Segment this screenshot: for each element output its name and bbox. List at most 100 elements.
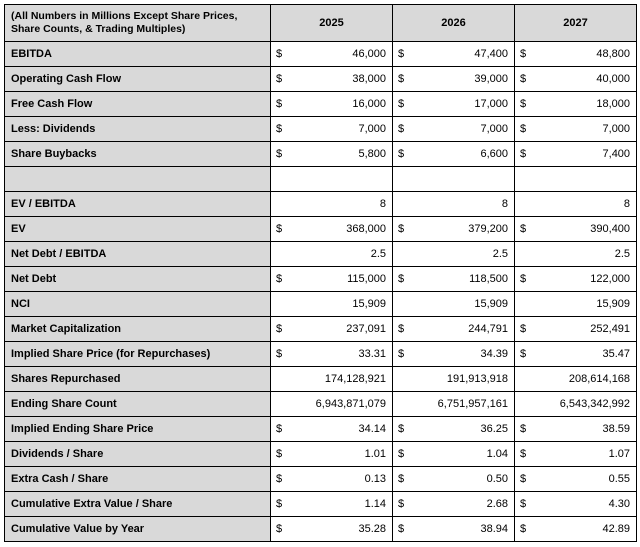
cell-value: 6,543,342,992 bbox=[531, 392, 637, 417]
currency-symbol: $ bbox=[271, 92, 287, 117]
cell-value: 4.30 bbox=[531, 492, 637, 517]
cell-value: 33.31 bbox=[287, 342, 393, 367]
cell-value: 35.28 bbox=[287, 517, 393, 542]
cell-value bbox=[409, 167, 515, 192]
currency-symbol: $ bbox=[515, 492, 531, 517]
currency-symbol: $ bbox=[515, 317, 531, 342]
cell-value: 191,913,918 bbox=[409, 367, 515, 392]
cell-value: 1.04 bbox=[409, 442, 515, 467]
currency-symbol bbox=[271, 167, 287, 192]
currency-symbol bbox=[271, 192, 287, 217]
row-label: NCI bbox=[5, 292, 271, 317]
cell-value: 8 bbox=[409, 192, 515, 217]
cell-value: 118,500 bbox=[409, 267, 515, 292]
cell-value: 17,000 bbox=[409, 92, 515, 117]
row-label: EBITDA bbox=[5, 42, 271, 67]
cell-value: 1.14 bbox=[287, 492, 393, 517]
currency-symbol bbox=[271, 392, 287, 417]
currency-symbol: $ bbox=[515, 67, 531, 92]
currency-symbol: $ bbox=[271, 217, 287, 242]
currency-symbol: $ bbox=[393, 517, 409, 542]
cell-value: 15,909 bbox=[409, 292, 515, 317]
currency-symbol: $ bbox=[393, 342, 409, 367]
currency-symbol: $ bbox=[515, 442, 531, 467]
table-row: Net Debt$115,000$118,500$122,000 bbox=[5, 267, 637, 292]
table-row: EV$368,000$379,200$390,400 bbox=[5, 217, 637, 242]
table-row: Implied Share Price (for Repurchases)$33… bbox=[5, 342, 637, 367]
currency-symbol: $ bbox=[271, 317, 287, 342]
cell-value: 7,000 bbox=[409, 117, 515, 142]
currency-symbol: $ bbox=[271, 342, 287, 367]
cell-value: 34.39 bbox=[409, 342, 515, 367]
cell-value: 208,614,168 bbox=[531, 367, 637, 392]
currency-symbol: $ bbox=[393, 317, 409, 342]
cell-value: 122,000 bbox=[531, 267, 637, 292]
currency-symbol: $ bbox=[393, 467, 409, 492]
currency-symbol: $ bbox=[393, 267, 409, 292]
header-label: (All Numbers in Millions Except Share Pr… bbox=[5, 5, 271, 42]
cell-value: 36.25 bbox=[409, 417, 515, 442]
table-body: EBITDA$46,000$47,400$48,800Operating Cas… bbox=[5, 42, 637, 542]
row-label: Implied Ending Share Price bbox=[5, 417, 271, 442]
cell-value: 40,000 bbox=[531, 67, 637, 92]
table-row: Dividends / Share$1.01$1.04$1.07 bbox=[5, 442, 637, 467]
row-label: Operating Cash Flow bbox=[5, 67, 271, 92]
cell-value: 390,400 bbox=[531, 217, 637, 242]
currency-symbol bbox=[393, 192, 409, 217]
cell-value: 7,400 bbox=[531, 142, 637, 167]
currency-symbol: $ bbox=[515, 42, 531, 67]
cell-value: 0.50 bbox=[409, 467, 515, 492]
currency-symbol: $ bbox=[515, 92, 531, 117]
cell-value: 115,000 bbox=[287, 267, 393, 292]
cell-value: 252,491 bbox=[531, 317, 637, 342]
cell-value: 15,909 bbox=[531, 292, 637, 317]
currency-symbol: $ bbox=[271, 467, 287, 492]
currency-symbol bbox=[515, 392, 531, 417]
table-row: Cumulative Value by Year$35.28$38.94$42.… bbox=[5, 517, 637, 542]
row-label: Less: Dividends bbox=[5, 117, 271, 142]
cell-value: 2.68 bbox=[409, 492, 515, 517]
cell-value: 35.47 bbox=[531, 342, 637, 367]
currency-symbol bbox=[271, 367, 287, 392]
cell-value: 16,000 bbox=[287, 92, 393, 117]
currency-symbol: $ bbox=[393, 92, 409, 117]
table-row: Cumulative Extra Value / Share$1.14$2.68… bbox=[5, 492, 637, 517]
cell-value: 48,800 bbox=[531, 42, 637, 67]
currency-symbol: $ bbox=[515, 417, 531, 442]
row-label: Net Debt bbox=[5, 267, 271, 292]
cell-value: 2.5 bbox=[409, 242, 515, 267]
currency-symbol: $ bbox=[515, 342, 531, 367]
cell-value: 1.07 bbox=[531, 442, 637, 467]
currency-symbol: $ bbox=[393, 217, 409, 242]
row-label: Net Debt / EBITDA bbox=[5, 242, 271, 267]
cell-value: 1.01 bbox=[287, 442, 393, 467]
row-label: EV bbox=[5, 217, 271, 242]
table-row bbox=[5, 167, 637, 192]
currency-symbol: $ bbox=[271, 517, 287, 542]
cell-value: 6,751,957,161 bbox=[409, 392, 515, 417]
currency-symbol: $ bbox=[271, 117, 287, 142]
currency-symbol bbox=[515, 367, 531, 392]
currency-symbol bbox=[271, 242, 287, 267]
currency-symbol bbox=[393, 167, 409, 192]
cell-value: 379,200 bbox=[409, 217, 515, 242]
row-label: Extra Cash / Share bbox=[5, 467, 271, 492]
currency-symbol: $ bbox=[271, 67, 287, 92]
row-label: EV / EBITDA bbox=[5, 192, 271, 217]
table-row: NCI15,90915,90915,909 bbox=[5, 292, 637, 317]
cell-value: 46,000 bbox=[287, 42, 393, 67]
cell-value bbox=[531, 167, 637, 192]
currency-symbol: $ bbox=[271, 417, 287, 442]
cell-value: 237,091 bbox=[287, 317, 393, 342]
row-label: Cumulative Extra Value / Share bbox=[5, 492, 271, 517]
cell-value: 7,000 bbox=[531, 117, 637, 142]
cell-value: 47,400 bbox=[409, 42, 515, 67]
cell-value: 6,600 bbox=[409, 142, 515, 167]
cell-value: 6,943,871,079 bbox=[287, 392, 393, 417]
currency-symbol: $ bbox=[515, 117, 531, 142]
currency-symbol: $ bbox=[271, 142, 287, 167]
table-row: Market Capitalization$237,091$244,791$25… bbox=[5, 317, 637, 342]
currency-symbol: $ bbox=[271, 442, 287, 467]
currency-symbol: $ bbox=[271, 492, 287, 517]
table-row: Shares Repurchased174,128,921191,913,918… bbox=[5, 367, 637, 392]
